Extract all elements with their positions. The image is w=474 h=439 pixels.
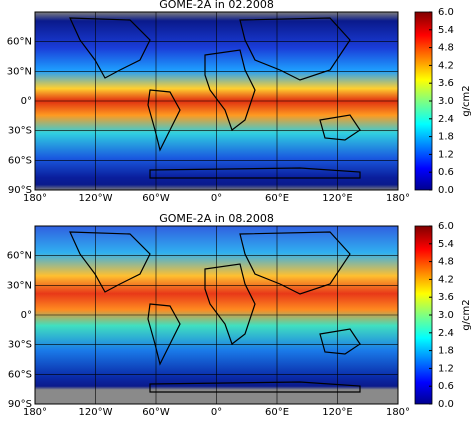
colorbar-label: 0.0 [438, 185, 454, 196]
coastline [149, 381, 361, 393]
coastline [239, 231, 351, 295]
colorbar-label: 2.4 [438, 328, 454, 339]
lat-label: 30°S [8, 340, 32, 351]
lon-label: 60°W [142, 407, 170, 418]
lon-label: 180° [386, 407, 410, 418]
colorbar-label: 3.6 [438, 292, 454, 303]
lon-label: 120°W [79, 407, 113, 418]
colorbar-unit: g/cm2 [461, 85, 472, 116]
panel-title: GOME-2A in 08.2008 [159, 212, 274, 225]
lon-label: 180° [386, 193, 410, 204]
lon-label: 60°W [142, 193, 170, 204]
map-frame [34, 225, 399, 405]
colorbar-label: 6.0 [438, 221, 454, 232]
lat-label: 90°S [8, 185, 32, 196]
lon-label: 60°E [265, 193, 289, 204]
lat-label: 30°N [7, 280, 32, 291]
colorbar-label: 0.0 [438, 399, 454, 410]
lat-label: 60°S [8, 155, 32, 166]
lat-label: 30°N [7, 66, 32, 77]
coastline [149, 167, 361, 179]
colorbar-label: 4.8 [438, 257, 454, 268]
lat-label: 0° [21, 96, 32, 107]
lat-label: 0° [21, 310, 32, 321]
coastline [69, 231, 151, 293]
lat-label: 90°S [8, 399, 32, 410]
colorbar-label: 2.4 [438, 114, 454, 125]
colorbar-label: 3.6 [438, 78, 454, 89]
colorbar-label: 3.0 [438, 310, 454, 321]
colorbar-label: 1.2 [438, 149, 454, 160]
lat-label: 60°N [7, 251, 32, 262]
coastline [147, 303, 181, 366]
lon-label: 60°E [265, 407, 289, 418]
coastline [319, 328, 361, 355]
colorbar-unit: g/cm2 [461, 299, 472, 330]
colorbar-label: 5.4 [438, 25, 454, 36]
lon-label: 0° [211, 407, 222, 418]
coastline [319, 114, 361, 141]
colorbar-label: 1.8 [438, 132, 454, 143]
lon-label: 120°W [79, 193, 113, 204]
colorbar-label: 4.2 [438, 274, 454, 285]
colorbar-label: 1.2 [438, 363, 454, 374]
lat-label: 30°S [8, 126, 32, 137]
colorbar-label: 0.6 [438, 381, 454, 392]
colorbar-label: 0.6 [438, 167, 454, 178]
coastline [204, 49, 256, 131]
colorbar-label: 6.0 [438, 7, 454, 18]
colorbar-label: 5.4 [438, 239, 454, 250]
lon-label: 180° [23, 193, 47, 204]
lat-label: 60°N [7, 37, 32, 48]
coastline [147, 89, 181, 152]
colorbar-label: 4.2 [438, 60, 454, 71]
map-frame [34, 11, 399, 191]
colorbar-label: 3.0 [438, 96, 454, 107]
lat-label: 60°S [8, 369, 32, 380]
lon-label: 180° [23, 407, 47, 418]
coastline [69, 17, 151, 79]
lon-label: 120°E [322, 193, 352, 204]
lon-label: 120°E [322, 407, 352, 418]
colorbar-label: 1.8 [438, 346, 454, 357]
lon-label: 0° [211, 193, 222, 204]
coastline [239, 17, 351, 81]
colorbar-label: 4.8 [438, 43, 454, 54]
coastline [204, 263, 256, 345]
panel-title: GOME-2A in 02.2008 [159, 0, 274, 11]
